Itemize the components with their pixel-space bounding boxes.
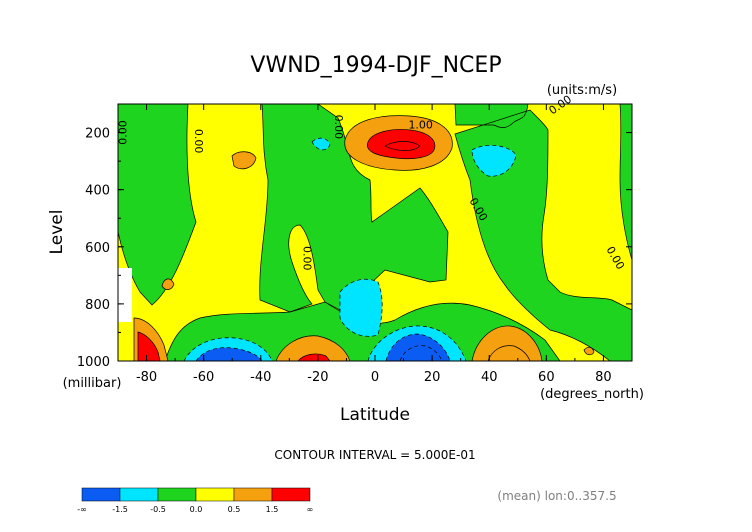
x-tick-label: -20 [307,370,328,385]
colorbar-label: ∞ [307,505,314,514]
contour-field [118,104,632,361]
footer-text: (mean) lon:0..357.5 [497,489,616,503]
x-unit-label: (degrees_north) [540,387,644,402]
orange-region-west-small [231,151,257,170]
orange-region-south-minus20 [275,335,351,361]
colorbar-label: 0.0 [190,505,203,514]
contour-label: 0.00 [192,129,205,154]
y-tick-label: 800 [85,298,110,313]
white-notch [118,268,132,322]
x-axis-title: Latitude [340,405,410,425]
colorbar-swatch [233,487,273,502]
x-tick-label: -80 [136,370,157,385]
colorbar-label: 1.5 [266,505,279,514]
contour-line-red-core [384,141,421,151]
contour-line-blue-core [399,345,443,361]
x-tick-label: 80 [595,370,612,385]
y-tick-label: 600 [85,241,110,256]
cyan-region-center [339,278,383,337]
y-axis-title: Level [47,210,67,255]
colorbar-swatch [157,487,197,502]
red-region-south-minus20 [297,353,331,361]
orange-region-small-minus75 [161,278,175,290]
x-tick-label: -60 [193,370,214,385]
y-tick-label: 200 [85,127,110,142]
x-axis: -80 -60 -40 -20 0 20 40 60 80 [117,104,633,385]
colorbar-label: -1.5 [112,505,128,514]
y-unit-label: (millibar) [63,376,122,391]
colorbar: -∞ -1.5 -0.5 0.0 0.5 1.5 ∞ [77,487,314,514]
x-tick-label: 40 [481,370,498,385]
colorbar-swatch [195,487,235,502]
red-region-south-minus80 [137,331,161,361]
y-tick-label: 1000 [77,355,110,370]
green-region-north-center [259,104,449,313]
cyan-region-north-center [311,137,331,151]
colorbar-label: -∞ [77,505,87,514]
y-tick-label: 400 [85,184,110,199]
blue-region-south-west [195,347,263,361]
y-axis: 200 400 600 800 1000 [77,103,632,370]
colorbar-label: -0.5 [150,505,166,514]
x-tick-label: 60 [538,370,555,385]
contour-label: 0.00 [300,246,313,271]
contour-label: 1.00 [408,118,433,131]
cyan-region-north-east [471,145,517,177]
contour-line-orange-inner [487,345,531,361]
chart-title: VWND_1994-DJF_NCEP [250,53,501,78]
blue-region-south-center [385,333,451,361]
contour-label: 0.00 [332,115,345,140]
colorbar-swatch [271,487,311,502]
red-region-north-center [366,129,436,160]
x-tick-label: 0 [371,370,379,385]
green-region-far-east [619,104,632,261]
x-tick-label: -40 [250,370,271,385]
colorbar-swatch [119,487,159,502]
green-region-west [118,104,197,306]
orange-region-small-east [583,346,595,356]
x-tick-label: 20 [424,370,441,385]
colorbar-label: 0.5 [228,505,241,514]
units-label: (units:m/s) [547,83,617,98]
contour-interval-text: CONTOUR INTERVAL = 5.000E-01 [274,448,475,462]
colorbar-swatch [81,487,121,502]
